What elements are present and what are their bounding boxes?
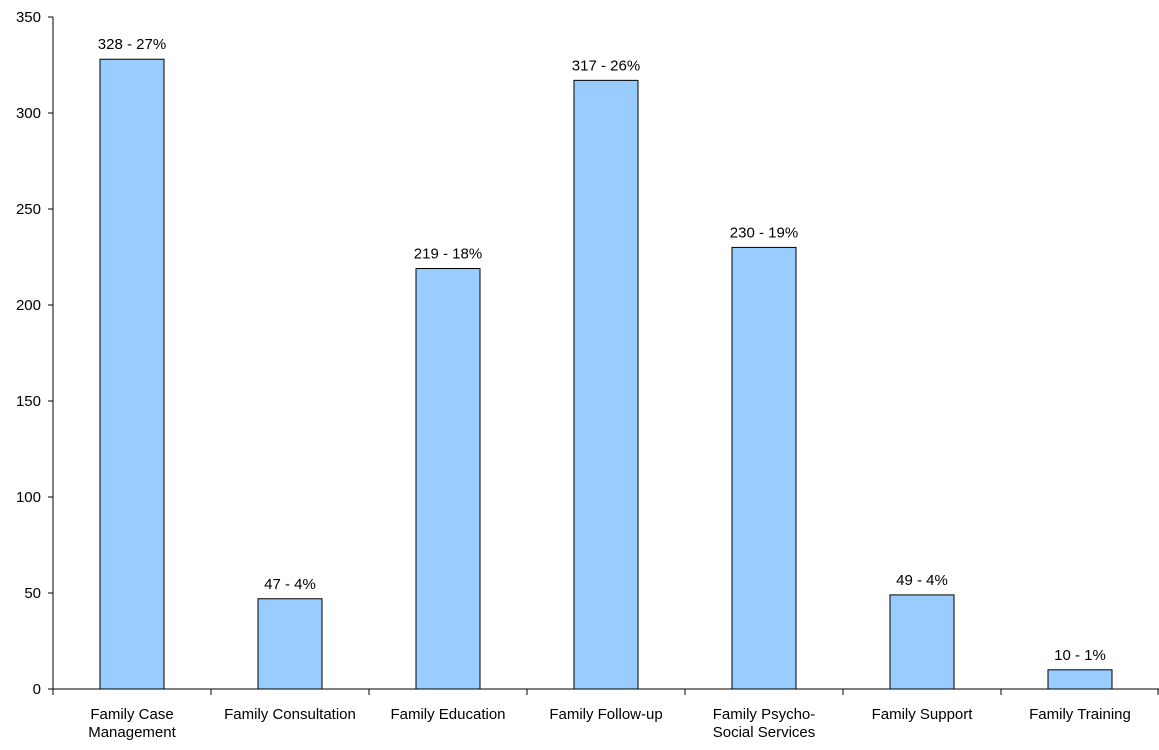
bar <box>1047 669 1113 690</box>
y-tick-label: 0 <box>33 681 41 698</box>
bar <box>415 268 481 690</box>
category-label: Family Psycho-Social Services <box>713 706 816 741</box>
y-tick-label: 100 <box>16 489 41 506</box>
bar <box>573 79 639 690</box>
category-labels: Family Case Management Family Consultation… <box>88 706 1131 741</box>
bar-value-label: 47 - 4% <box>264 576 316 593</box>
x-axis <box>52 688 1159 695</box>
y-tick-label: 300 <box>16 105 41 122</box>
category-label-line: Family Education <box>390 706 505 723</box>
bar-value-label: 10 - 1% <box>1054 647 1106 664</box>
bar <box>99 58 165 690</box>
y-tick-label: 250 <box>16 201 41 218</box>
y-tick-label: 200 <box>16 297 41 314</box>
category-label: Family Case Management <box>88 706 176 741</box>
category-label: Family Follow-up <box>549 706 662 723</box>
data-labels: 328 - 27% 47 - 4% 219 - 18% 317 - 26% 230 - … <box>98 36 1106 664</box>
category-label: Family Education <box>390 706 505 723</box>
category-label-line: Family Psycho- <box>713 706 816 723</box>
bar-value-label: 49 - 4% <box>896 572 948 589</box>
category-label-line: Social Services <box>713 724 816 741</box>
bar <box>731 246 797 690</box>
category-label-line: Family Support <box>872 706 974 723</box>
category-label: Family Consultation <box>224 706 356 723</box>
y-axis: 0 50 100 150 200 250 300 350 <box>16 9 54 698</box>
bar-value-label: 317 - 26% <box>572 57 640 74</box>
category-label-line: Management <box>88 724 176 741</box>
y-tick-label: 150 <box>16 393 41 410</box>
y-tick-label: 350 <box>16 9 41 26</box>
category-label-line: Family Follow-up <box>549 706 662 723</box>
category-label-line: Family Case <box>90 706 173 723</box>
bar <box>889 594 955 690</box>
category-label: Family Support <box>872 706 974 723</box>
y-tick-label: 50 <box>24 585 41 602</box>
category-label-line: Family Consultation <box>224 706 356 723</box>
bar-value-label: 328 - 27% <box>98 36 166 53</box>
bars <box>99 58 1113 690</box>
bar-value-label: 219 - 18% <box>414 246 482 263</box>
category-label-line: Family Training <box>1029 706 1131 723</box>
bar-value-label: 230 - 19% <box>730 224 798 241</box>
bar <box>257 598 323 690</box>
category-label: Family Training <box>1029 706 1131 723</box>
